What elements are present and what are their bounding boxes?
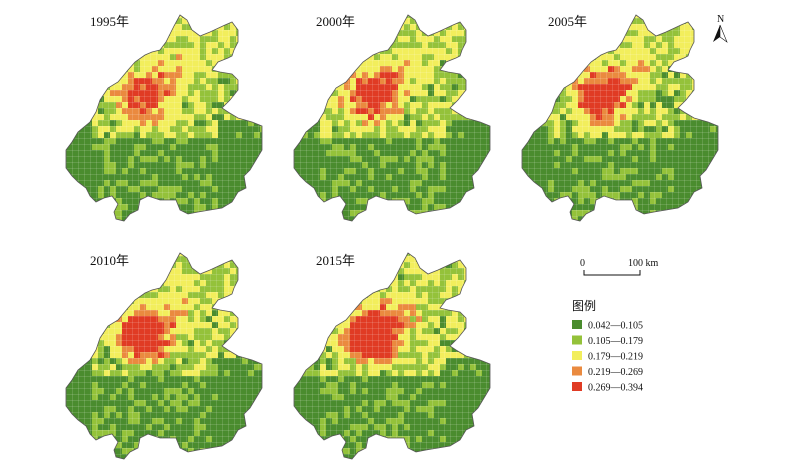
legend-class-label: 0.179—0.219 [588,352,643,363]
map-panel [293,252,491,460]
legend-swatch [572,320,582,329]
legend-class-label: 0.105—0.179 [588,336,643,347]
map-panels [65,14,719,460]
panel-year-label: 2010年 [90,253,129,268]
map-panel [65,252,263,460]
legend-class-label: 0.269—0.394 [588,383,643,394]
legend-swatch [572,335,582,345]
legend-title: 图例 [572,299,596,313]
legend-class-label: 0.042—0.105 [588,321,643,332]
panel-year-label: 1995年 [90,14,129,29]
map-panel [293,14,491,222]
legend-class-label: 0.219—0.269 [588,367,643,378]
scale-bar: 0 100 km [580,258,659,276]
legend-swatch [572,351,582,360]
legend: 图例 0.042—0.105 0.105—0.179 0.179—0.219 0.21… [572,299,643,394]
panel-year-label: 2000年 [316,14,355,29]
scale-bar-end-label: 100 km [628,258,659,269]
legend-swatch [572,366,582,376]
panel-year-label: 2015年 [316,253,355,268]
map-panel [65,14,263,222]
scale-bar-start-label: 0 [580,258,585,269]
north-arrow-label: N [717,14,724,25]
north-arrow: N [713,14,728,43]
map-panel [521,14,719,222]
legend-swatch [572,382,582,391]
panel-year-label: 2005年 [548,14,587,29]
